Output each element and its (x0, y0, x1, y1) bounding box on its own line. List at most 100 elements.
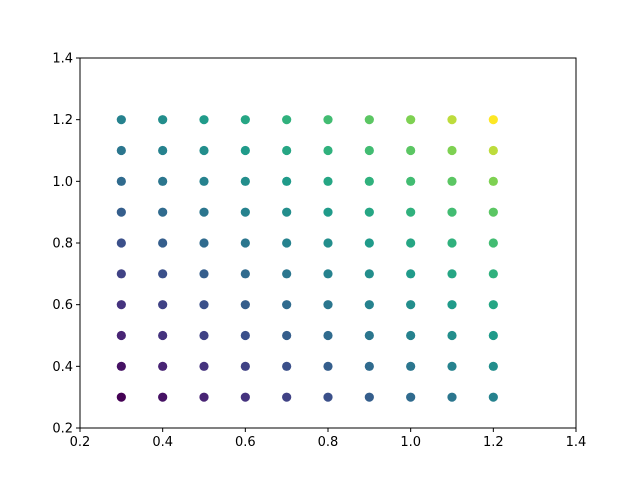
data-point (282, 392, 292, 402)
data-point (282, 176, 292, 186)
data-point (488, 330, 498, 341)
data-point (199, 238, 209, 248)
data-point (116, 115, 126, 125)
data-point (199, 145, 209, 156)
data-point (199, 176, 209, 186)
y-tick-label: 0.2 (52, 422, 73, 437)
data-point (116, 392, 126, 402)
data-point (364, 269, 374, 279)
data-point (364, 392, 374, 402)
x-tick-label: 0.8 (318, 435, 339, 450)
data-point (323, 300, 333, 310)
data-point (240, 330, 250, 341)
data-point (158, 269, 168, 279)
data-point (447, 392, 457, 402)
data-point (323, 115, 333, 125)
data-point (323, 361, 333, 371)
data-point (406, 300, 416, 310)
y-tick: 0.2 (52, 422, 80, 437)
x-tick-label: 0.6 (235, 435, 256, 450)
data-point (282, 361, 292, 371)
data-point (282, 207, 292, 217)
data-point (116, 176, 126, 186)
data-point (158, 392, 168, 402)
y-tick: 0.4 (52, 360, 80, 375)
data-point (158, 330, 168, 341)
data-point (488, 145, 498, 156)
data-point (488, 207, 498, 217)
y-tick-label: 0.8 (52, 237, 73, 252)
data-point (282, 145, 292, 156)
data-points (116, 115, 498, 402)
data-point (364, 238, 374, 248)
data-point (158, 361, 168, 371)
data-point (199, 207, 209, 217)
data-point (199, 392, 209, 402)
data-point (447, 300, 457, 310)
data-point (447, 176, 457, 186)
data-point (406, 392, 416, 402)
data-point (240, 392, 250, 402)
data-point (240, 238, 250, 248)
data-point (199, 361, 209, 371)
data-point (323, 238, 333, 248)
data-point (116, 145, 126, 156)
data-point (116, 361, 126, 371)
data-point (447, 238, 457, 248)
data-point (116, 238, 126, 248)
data-point (323, 392, 333, 402)
y-tick: 0.8 (52, 237, 80, 252)
data-point (199, 269, 209, 279)
x-tick: 1.2 (483, 428, 504, 450)
x-tick-label: 1.0 (400, 435, 421, 450)
data-point (240, 361, 250, 371)
data-point (488, 392, 498, 402)
data-point (158, 300, 168, 310)
data-point (240, 176, 250, 186)
data-point (116, 269, 126, 279)
data-point (240, 145, 250, 156)
data-point (488, 300, 498, 310)
x-tick: 1.4 (566, 428, 586, 450)
data-point (488, 361, 498, 371)
data-point (364, 176, 374, 186)
data-point (364, 330, 374, 341)
data-point (282, 330, 292, 341)
x-tick: 0.8 (318, 428, 339, 450)
data-point (158, 238, 168, 248)
x-tick: 0.2 (70, 428, 91, 450)
y-tick-label: 1.0 (52, 175, 73, 190)
y-tick: 1.0 (52, 175, 80, 190)
x-tick: 1.0 (400, 428, 421, 450)
y-tick: 1.2 (52, 113, 80, 128)
data-point (406, 176, 416, 186)
y-axis: 0.2 0.4 0.6 0.8 1.0 1.2 1.4 (52, 52, 80, 437)
data-point (447, 330, 457, 341)
data-point (323, 269, 333, 279)
data-point (406, 330, 416, 341)
data-point (199, 115, 209, 125)
data-point (447, 115, 457, 125)
data-point (488, 115, 498, 125)
y-tick: 1.4 (52, 52, 80, 67)
data-point (364, 207, 374, 217)
data-point (282, 300, 292, 310)
data-point (447, 145, 457, 156)
data-point (447, 207, 457, 217)
x-tick-label: 0.4 (152, 435, 173, 450)
data-point (406, 238, 416, 248)
data-point (406, 115, 416, 125)
y-tick-label: 1.4 (52, 52, 73, 67)
data-point (323, 145, 333, 156)
data-point (116, 207, 126, 217)
data-point (282, 115, 292, 125)
data-point (199, 300, 209, 310)
data-point (488, 176, 498, 186)
x-tick-label: 0.2 (70, 435, 91, 450)
data-point (158, 115, 168, 125)
data-point (240, 269, 250, 279)
data-point (488, 269, 498, 279)
data-point (406, 361, 416, 371)
data-point (116, 300, 126, 310)
